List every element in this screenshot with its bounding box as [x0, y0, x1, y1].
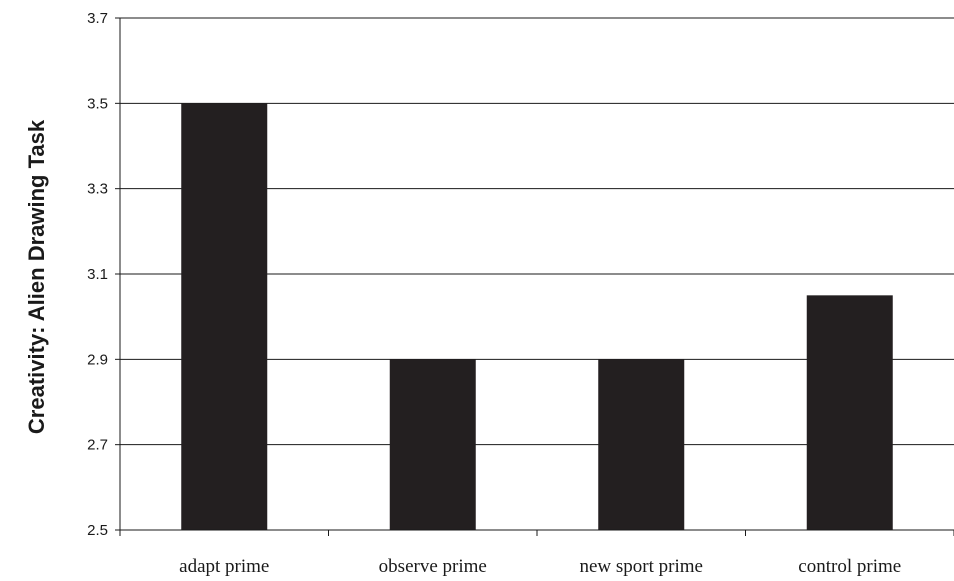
bar-adapt-prime — [181, 103, 268, 530]
y-tick-label: 2.7 — [87, 437, 108, 454]
x-tick-label: new sport prime — [580, 556, 703, 577]
bars — [181, 103, 893, 530]
y-tick-label: 2.5 — [87, 522, 108, 539]
y-axis-title: Creativity: Alien Drawing Task — [24, 119, 49, 434]
y-tick-label: 3.3 — [87, 181, 108, 198]
x-tick-label: control prime — [798, 556, 901, 577]
y-tick-label: 3.1 — [87, 266, 108, 283]
y-tick-labels: 2.5 2.7 2.9 3.1 3.3 3.5 3.7 — [87, 10, 120, 539]
bar-observe-prime — [389, 359, 476, 530]
bar-control-prime — [806, 295, 893, 530]
y-tick-label: 3.7 — [87, 10, 108, 27]
x-tick-label: observe prime — [379, 556, 487, 577]
x-tick-label: adapt prime — [179, 556, 269, 577]
bar-new-sport-prime — [598, 359, 685, 530]
y-tick-label: 3.5 — [87, 95, 108, 112]
y-tick-label: 2.9 — [87, 351, 108, 368]
x-tick-labels: adapt prime observe prime new sport prime c… — [119, 530, 954, 577]
